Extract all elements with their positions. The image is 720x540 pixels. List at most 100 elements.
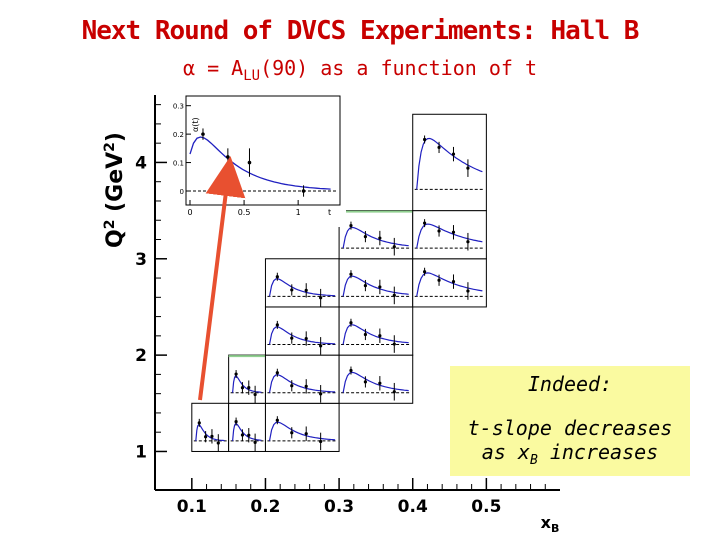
inset-data-point — [201, 132, 205, 136]
inset-fit-curve — [189, 136, 331, 190]
axes-layer: 0.1 0.2 0.3 0.4 0.5 1 2 3 4 — [135, 95, 560, 517]
inset-y-tick-label: 0.2 — [173, 131, 184, 139]
data-point — [349, 224, 353, 228]
data-point — [451, 230, 456, 234]
x-tick-label: 0.5 — [471, 497, 501, 517]
fit-curve — [342, 275, 409, 297]
mini-panel — [412, 210, 487, 260]
data-point — [204, 435, 208, 439]
data-point — [319, 296, 323, 300]
y-tick-label: 2 — [135, 346, 147, 366]
data-point — [363, 283, 368, 288]
fit-curve — [342, 371, 409, 393]
panel-frame — [264, 306, 340, 356]
inset-y-tick-label: 0.1 — [173, 160, 184, 168]
data-point — [378, 236, 382, 240]
data-point — [319, 344, 323, 348]
mini-panel — [228, 402, 266, 452]
y-tick-label: 1 — [135, 442, 147, 462]
fit-curve — [195, 423, 225, 442]
data-point — [275, 275, 279, 279]
fit-curve — [416, 223, 483, 249]
subtitle-prefix: α = A — [182, 56, 244, 80]
fit-curve — [342, 324, 409, 345]
data-point — [240, 386, 245, 390]
subtitle-suffix: (90) as a function of t — [260, 56, 538, 80]
mini-panel — [264, 402, 340, 452]
data-point — [304, 288, 308, 292]
mini-panel — [338, 258, 414, 308]
data-point — [275, 323, 279, 327]
data-point — [247, 386, 251, 390]
fit-curve — [342, 226, 409, 249]
callout-line2: as xB increases — [450, 440, 690, 473]
data-point — [451, 280, 456, 284]
fit-curve — [268, 421, 336, 442]
mini-panel — [412, 258, 487, 308]
data-point — [349, 272, 353, 276]
inset-x-tick-label: 0 — [187, 208, 192, 217]
fit-curve — [232, 375, 262, 393]
mini-panel — [228, 354, 266, 404]
data-point — [197, 421, 201, 425]
panel-frame — [264, 258, 340, 308]
data-point — [210, 434, 214, 438]
mini-panel — [264, 354, 340, 404]
data-point — [437, 229, 441, 233]
x-axis-label: xB — [541, 513, 560, 535]
data-point — [423, 137, 427, 142]
data-point — [392, 390, 396, 394]
data-point — [290, 288, 294, 292]
data-point — [392, 342, 396, 346]
data-point — [319, 439, 323, 444]
arrow — [198, 156, 246, 401]
x-tick-label: 0.1 — [177, 497, 207, 517]
inset-panel: 0.3 0.2 0.1 0 0 0.5 1 α(t) t — [170, 92, 346, 227]
callout-line2-suffix: increases — [537, 440, 659, 464]
panels-layer — [191, 113, 487, 452]
callout-line1: t-slope decreases — [467, 416, 673, 440]
fit-curve — [268, 326, 336, 345]
data-point — [304, 336, 308, 341]
fit-curve — [268, 278, 336, 297]
data-point — [234, 419, 238, 424]
inset-x-label: t — [328, 208, 331, 217]
data-point — [216, 441, 220, 445]
y-tick-label: 4 — [135, 153, 147, 173]
data-point — [275, 418, 279, 422]
mini-panel — [338, 210, 414, 260]
panel-frame — [264, 402, 340, 452]
data-point — [349, 321, 353, 325]
inset-data-point — [247, 160, 252, 165]
data-point — [378, 334, 382, 338]
panel-frame — [412, 258, 487, 308]
inset-data-point — [226, 155, 230, 159]
inset-x-tick-label: 1 — [296, 208, 301, 217]
data-point — [378, 381, 382, 385]
x-tick-label: 0.4 — [398, 497, 428, 517]
subtitle-sub: LU — [243, 68, 261, 84]
data-point — [392, 293, 396, 298]
inset-data-point — [301, 189, 306, 193]
mini-panel — [264, 258, 340, 308]
data-point — [437, 278, 441, 282]
inset-y-tick-label: 0.3 — [173, 103, 184, 111]
data-point — [423, 270, 427, 274]
x-tick-label: 0.3 — [324, 497, 354, 517]
data-point — [363, 235, 368, 239]
mini-panel — [338, 306, 414, 356]
data-point — [253, 392, 257, 397]
data-point — [363, 380, 368, 384]
mini-panel — [412, 113, 487, 212]
data-point — [304, 432, 308, 436]
data-point — [234, 372, 238, 376]
inset-x-tick-label: 0.5 — [238, 208, 251, 217]
data-point — [451, 152, 456, 156]
callout-line2-sub: B — [529, 453, 538, 468]
panel-frame — [412, 113, 487, 212]
data-point — [290, 431, 294, 435]
data-point — [466, 240, 470, 244]
panel-frame — [338, 306, 414, 356]
subtitle: α = ALU(90) as a function of t — [0, 56, 720, 84]
